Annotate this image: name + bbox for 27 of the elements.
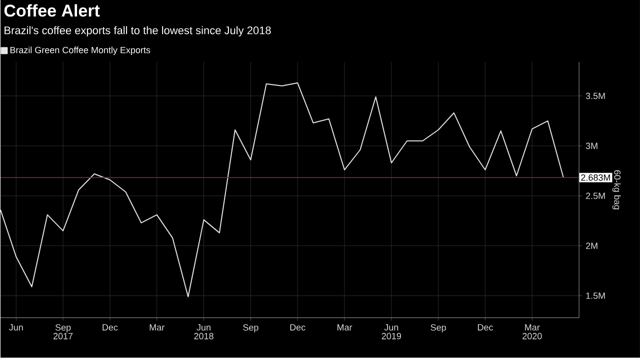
x-tick-label: Sep [55,324,71,333]
y2-axis-title: 60-kg bag [612,170,621,210]
x-tick-label: Sep [430,324,446,333]
x-tick-label: Sep [243,324,258,333]
x-tick-label: Mar [150,324,164,331]
x-tick-label: Mar [525,324,540,331]
chart-title: Coffee Alert [4,4,100,17]
ref-line-label: 2.683M [581,174,610,181]
y-tick-label: 3.5M [586,92,605,100]
text: 2018 [194,333,214,340]
line-series [0,82,564,298]
text: 2017 [54,333,73,340]
text: 2019 [382,333,401,340]
x-tick-label: Dec [102,324,118,331]
x-tick-label: Jun [9,324,23,331]
x-tick-label: Dec [478,324,493,331]
x-tick-label: Dec [290,324,306,331]
chart-subtitle: Brazil's coffee exports fall to the lowest since July 2018 [4,26,271,37]
x-tick-label: Jun [384,324,398,331]
legend-label: Brazil Green Coffee Montly Exports [10,46,150,56]
y-tick-label: 2.5M [586,192,605,200]
x-tick-label: Jun [196,324,210,331]
x-tick-label: Mar [337,324,352,331]
y-tick-label: 2M [586,242,598,250]
text: 2020 [522,333,542,340]
y-tick-label: 3M [586,142,598,150]
y-tick-label: 1.5M [586,292,605,300]
